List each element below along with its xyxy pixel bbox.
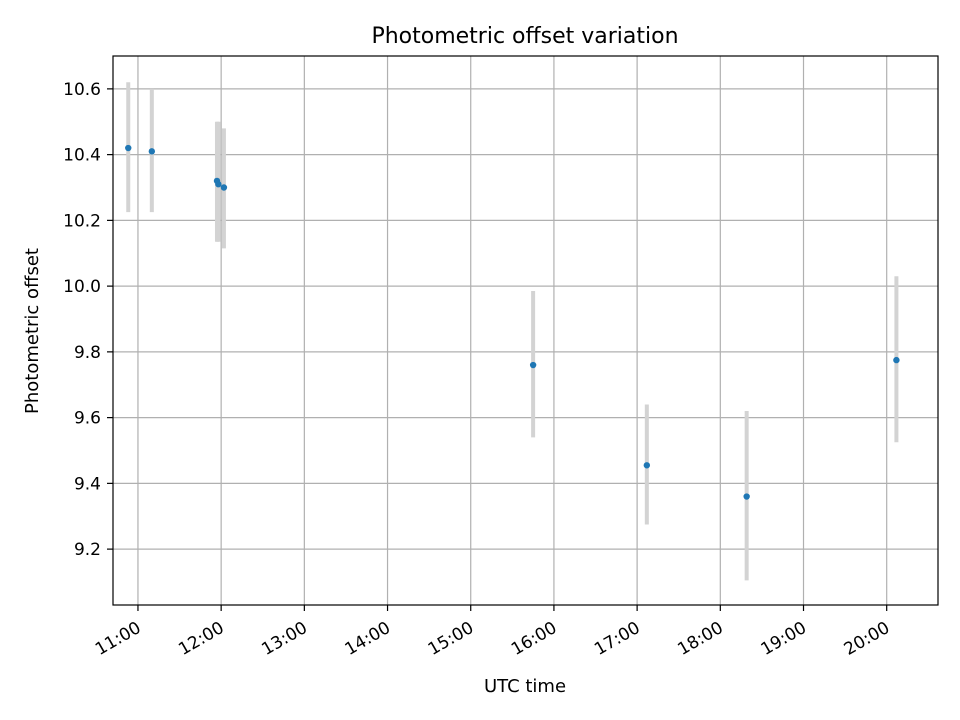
y-tick-label: 9.8 — [74, 343, 101, 363]
y-tick-label: 9.4 — [74, 474, 101, 494]
data-point — [125, 144, 132, 152]
data-point — [529, 361, 537, 369]
chart-title: Photometric offset variation — [371, 24, 678, 49]
y-axis-label: Photometric offset — [22, 248, 43, 414]
y-tick-label: 9.6 — [74, 409, 101, 429]
x-axis-label: UTC time — [484, 676, 566, 697]
y-tick-label: 10.0 — [63, 277, 101, 297]
y-tick-label: 10.2 — [63, 211, 101, 231]
data-point — [743, 493, 750, 500]
data-point — [220, 184, 228, 191]
plot-area-frame — [112, 55, 939, 606]
data-point — [148, 148, 156, 155]
y-tick-label: 9.2 — [74, 540, 101, 560]
data-points — [125, 144, 900, 500]
y-tick-label: 10.4 — [63, 146, 101, 166]
y-tick-label: 10.6 — [63, 80, 101, 100]
data-point — [643, 462, 651, 469]
data-point — [893, 356, 900, 364]
grid — [113, 56, 938, 605]
data-point — [215, 181, 222, 188]
y-axis-ticks: 9.2 9.4 9.6 9.8 10.0 10.2 10.4 10.6 — [63, 80, 113, 560]
